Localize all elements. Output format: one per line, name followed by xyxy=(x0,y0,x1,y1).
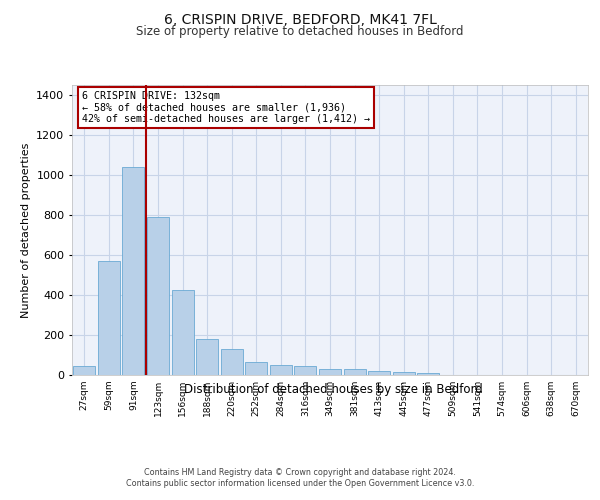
Y-axis label: Number of detached properties: Number of detached properties xyxy=(20,142,31,318)
Bar xyxy=(295,366,316,375)
Bar xyxy=(344,370,365,375)
Text: 6, CRISPIN DRIVE, BEDFORD, MK41 7FL: 6, CRISPIN DRIVE, BEDFORD, MK41 7FL xyxy=(164,12,436,26)
Bar xyxy=(172,290,194,375)
Bar xyxy=(392,372,415,375)
Bar xyxy=(270,365,292,375)
Bar xyxy=(221,349,243,375)
Bar xyxy=(147,217,169,375)
Bar xyxy=(417,373,439,375)
Bar xyxy=(319,369,341,375)
Text: Distribution of detached houses by size in Bedford: Distribution of detached houses by size … xyxy=(184,382,482,396)
Bar xyxy=(98,261,120,375)
Text: 6 CRISPIN DRIVE: 132sqm
← 58% of detached houses are smaller (1,936)
42% of semi: 6 CRISPIN DRIVE: 132sqm ← 58% of detache… xyxy=(82,91,370,124)
Bar xyxy=(245,362,268,375)
Bar xyxy=(368,371,390,375)
Bar xyxy=(122,167,145,375)
Bar xyxy=(196,339,218,375)
Bar xyxy=(73,366,95,375)
Text: Size of property relative to detached houses in Bedford: Size of property relative to detached ho… xyxy=(136,25,464,38)
Text: Contains HM Land Registry data © Crown copyright and database right 2024.
Contai: Contains HM Land Registry data © Crown c… xyxy=(126,468,474,487)
